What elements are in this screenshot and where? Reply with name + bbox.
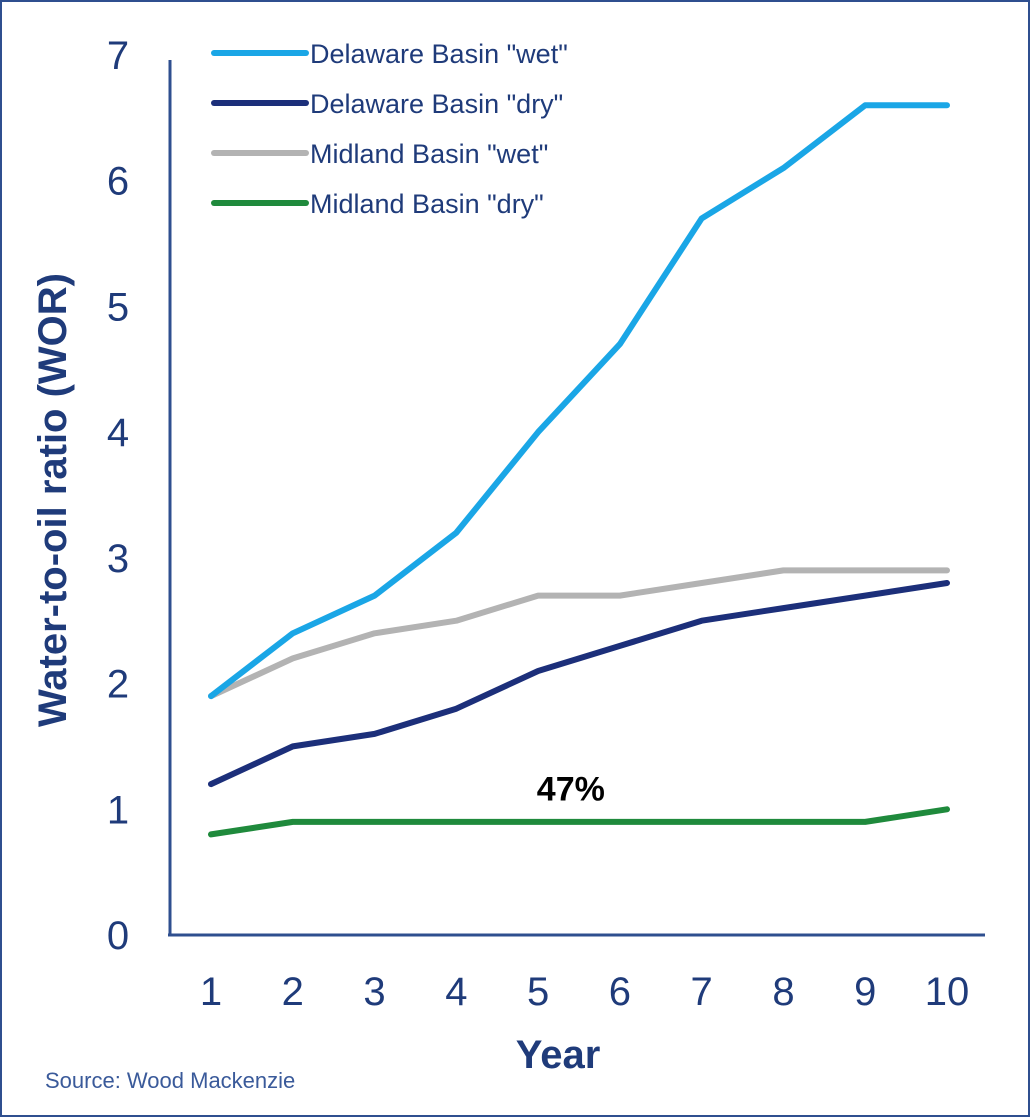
x-axis-title: Year <box>516 1033 601 1077</box>
annotations: 47% <box>537 770 605 808</box>
legend-label: Midland Basin "dry" <box>310 189 544 219</box>
y-axis-title: Water-to-oil ratio (WOR) <box>31 273 75 727</box>
legend: Delaware Basin "wet" Delaware Basin "dry"… <box>211 39 568 219</box>
series-lines <box>208 102 950 838</box>
y-tick-label: 7 <box>107 34 129 78</box>
y-tick-label: 6 <box>107 160 129 204</box>
x-tick-label: 9 <box>854 970 876 1014</box>
x-tick-label: 3 <box>363 970 385 1014</box>
y-axis-ticks: 0 1 2 3 4 5 6 7 <box>107 34 129 958</box>
x-tick-label: 5 <box>527 970 549 1014</box>
series-line <box>208 580 950 788</box>
y-tick-label: 1 <box>107 788 129 832</box>
y-tick-label: 3 <box>107 537 129 581</box>
y-tick-label: 0 <box>107 914 129 958</box>
annotation-label: 47% <box>537 770 605 808</box>
x-tick-label: 6 <box>609 970 631 1014</box>
series-line <box>208 806 950 838</box>
series-line <box>208 102 950 700</box>
x-tick-label: 10 <box>925 970 970 1014</box>
series-line <box>208 567 950 700</box>
x-tick-label: 8 <box>772 970 794 1014</box>
y-tick-label: 2 <box>107 663 129 707</box>
x-tick-label: 1 <box>200 970 222 1014</box>
legend-label: Delaware Basin "wet" <box>310 39 568 69</box>
x-axis-ticks: 1 2 3 4 5 6 7 8 9 10 <box>200 970 969 1014</box>
x-tick-label: 2 <box>282 970 304 1014</box>
source-note: Source: Wood Mackenzie <box>45 1068 295 1093</box>
y-tick-label: 5 <box>107 285 129 329</box>
x-tick-label: 4 <box>445 970 467 1014</box>
legend-label: Delaware Basin "dry" <box>310 89 563 119</box>
x-tick-label: 7 <box>691 970 713 1014</box>
y-tick-label: 4 <box>107 411 129 455</box>
legend-label: Midland Basin "wet" <box>310 139 548 169</box>
